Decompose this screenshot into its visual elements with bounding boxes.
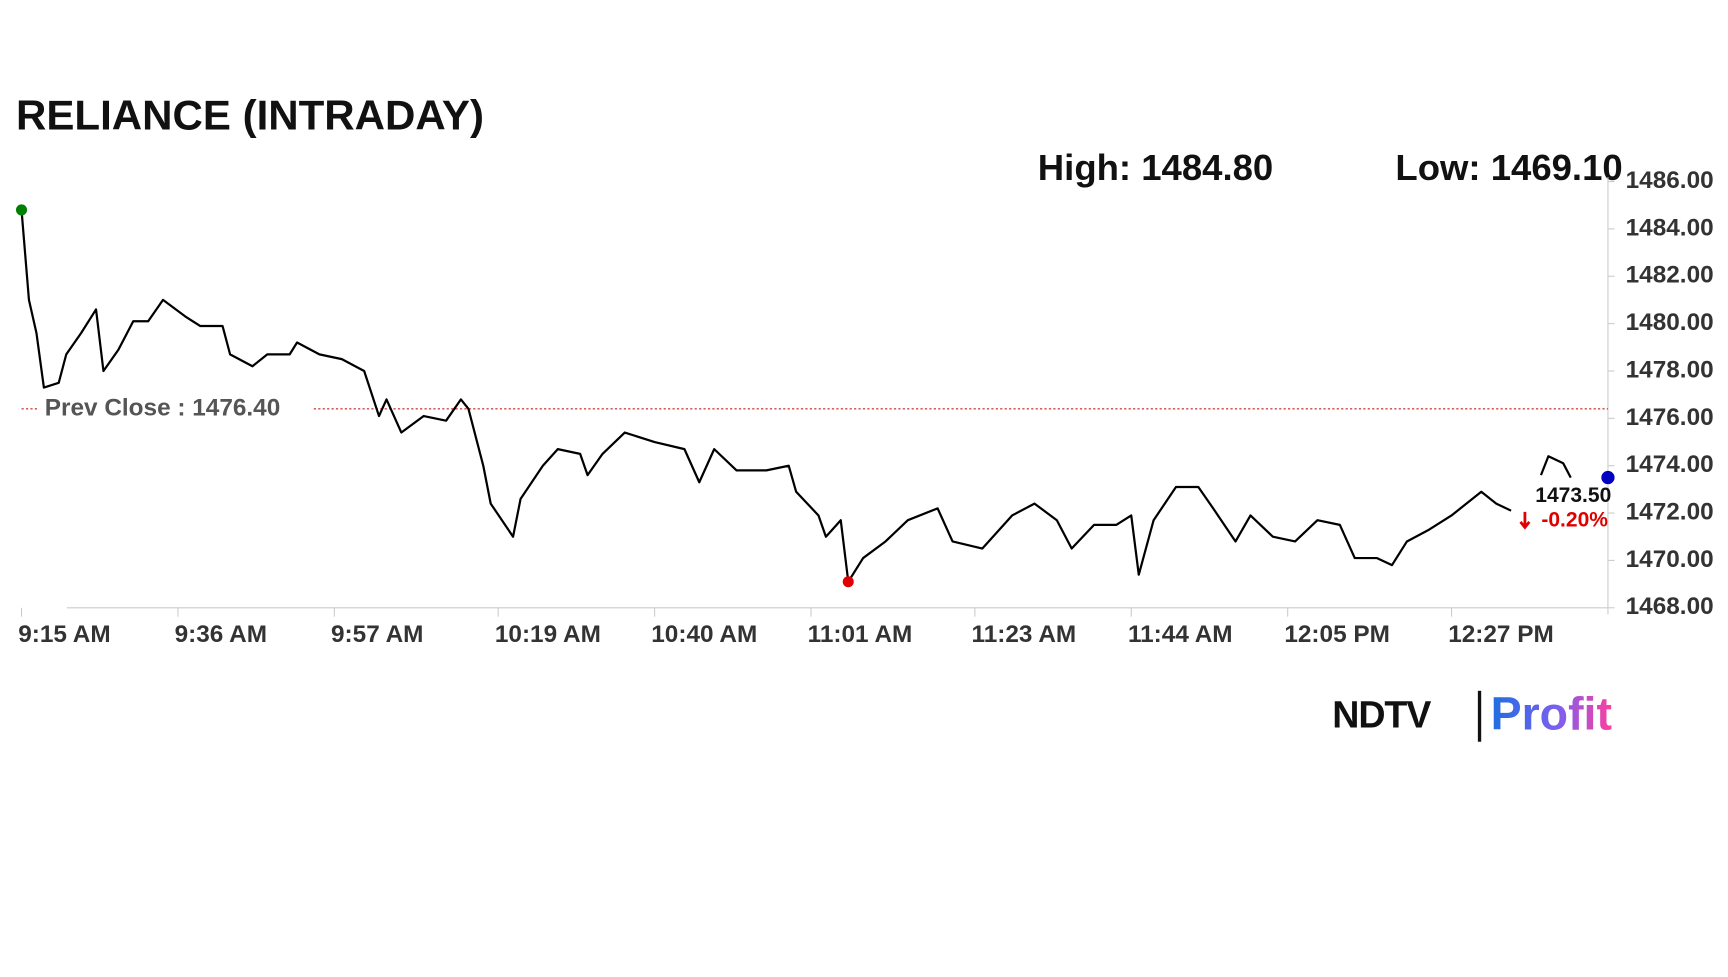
down-arrow	[1519, 511, 1531, 530]
y-tick-label: 1474.00	[1626, 451, 1714, 478]
prev-close-label: Prev Close : 1476.40	[45, 394, 280, 421]
y-tick-label: 1478.00	[1626, 356, 1714, 383]
logo-ndtv: NDTV	[1332, 693, 1431, 735]
prev-close-bg	[38, 393, 313, 425]
chart-title: RELIANCE (INTRADAY)	[16, 92, 484, 139]
y-tick-label: 1472.00	[1626, 498, 1714, 525]
x-tick-label: 9:36 AM	[175, 621, 267, 648]
y-tick-label: 1468.00	[1626, 593, 1714, 620]
x-tick-label: 10:40 AM	[651, 621, 757, 648]
high-label: High: 1484.80	[1038, 147, 1273, 188]
y-tick-label: 1470.00	[1626, 546, 1714, 573]
last-price-label: 1473.50	[1535, 484, 1611, 507]
x-tick-label: 11:44 AM	[1128, 621, 1233, 648]
x-tick-label: 9:57 AM	[331, 621, 423, 648]
y-tick-label: 1486.00	[1626, 167, 1714, 194]
x-tick-label: 10:19 AM	[495, 621, 601, 648]
x-tick-label: 11:01 AM	[808, 621, 913, 648]
y-tick-label: 1484.00	[1626, 214, 1714, 241]
x-tick-label: 9:15 AM	[18, 621, 110, 648]
last-change-label: -0.20%	[1541, 508, 1608, 531]
last-marker	[1601, 470, 1615, 485]
low-marker	[842, 576, 854, 588]
low-label: Low: 1469.10	[1395, 147, 1622, 188]
y-tick-label: 1482.00	[1626, 262, 1714, 289]
x-tick-label: 11:23 AM	[972, 621, 1077, 648]
x-tick-label: 12:05 PM	[1284, 621, 1390, 648]
x-tick-label: 12:27 PM	[1448, 621, 1554, 648]
logo-profit: Profit	[1491, 688, 1612, 740]
y-tick-label: 1476.00	[1626, 404, 1714, 431]
high-marker	[15, 204, 28, 216]
y-tick-label: 1480.00	[1626, 309, 1714, 336]
